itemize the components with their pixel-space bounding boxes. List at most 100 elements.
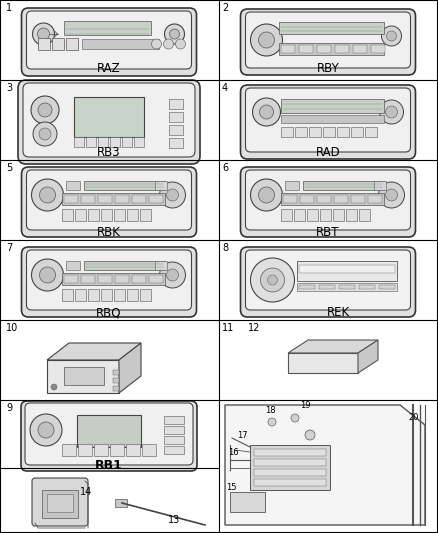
Bar (374, 181, 385, 190)
Bar (332, 209, 343, 221)
Bar (254, 469, 326, 476)
Bar (86, 137, 96, 147)
Bar (47, 494, 73, 512)
Ellipse shape (251, 179, 283, 211)
Bar (254, 479, 326, 486)
Ellipse shape (30, 414, 62, 446)
Bar (38, 38, 49, 50)
Bar (280, 45, 294, 53)
Bar (61, 289, 73, 301)
Bar (285, 181, 299, 190)
Ellipse shape (170, 29, 180, 39)
FancyBboxPatch shape (27, 250, 191, 310)
Bar (61, 193, 165, 205)
Bar (280, 127, 293, 137)
FancyBboxPatch shape (21, 167, 197, 237)
Bar (52, 38, 64, 50)
Ellipse shape (39, 128, 51, 140)
Bar (127, 209, 138, 221)
Ellipse shape (381, 26, 402, 46)
Bar (74, 137, 84, 147)
Ellipse shape (258, 187, 275, 203)
FancyBboxPatch shape (246, 12, 410, 68)
Bar (113, 209, 124, 221)
Text: 3: 3 (6, 83, 12, 93)
Bar (148, 275, 162, 283)
Bar (139, 209, 151, 221)
Bar (364, 127, 377, 137)
Text: 6: 6 (222, 163, 228, 173)
FancyBboxPatch shape (21, 401, 197, 471)
Text: RB1: RB1 (95, 459, 123, 472)
Ellipse shape (51, 384, 57, 390)
Bar (293, 209, 304, 221)
Bar (131, 275, 145, 283)
Bar (139, 289, 151, 301)
Bar (94, 444, 108, 456)
Text: 10: 10 (6, 323, 18, 333)
Ellipse shape (378, 182, 405, 208)
Ellipse shape (259, 105, 273, 119)
Bar (74, 289, 85, 301)
Bar (113, 386, 119, 391)
Bar (367, 195, 381, 203)
Bar (335, 45, 349, 53)
Bar (122, 137, 132, 147)
Bar (169, 125, 183, 135)
Ellipse shape (385, 106, 398, 118)
Bar (98, 275, 112, 283)
Bar (319, 209, 331, 221)
Ellipse shape (379, 100, 403, 124)
Polygon shape (358, 340, 378, 373)
Bar (78, 444, 92, 456)
Bar (142, 444, 156, 456)
Bar (254, 459, 326, 466)
FancyBboxPatch shape (240, 9, 416, 75)
Bar (64, 367, 104, 385)
Polygon shape (47, 360, 119, 393)
FancyBboxPatch shape (23, 83, 195, 157)
Bar (280, 209, 292, 221)
Ellipse shape (385, 189, 398, 201)
Text: RBK: RBK (97, 226, 121, 239)
Bar (279, 43, 384, 55)
Polygon shape (288, 340, 378, 353)
Bar (66, 181, 80, 190)
Bar (300, 195, 314, 203)
Text: 11: 11 (222, 323, 234, 333)
Bar (134, 137, 144, 147)
Text: 13: 13 (168, 515, 180, 525)
Bar (126, 444, 140, 456)
Bar (66, 38, 78, 50)
Bar (346, 209, 357, 221)
FancyBboxPatch shape (18, 80, 200, 164)
Ellipse shape (268, 275, 278, 285)
Text: 18: 18 (265, 406, 276, 415)
Bar (84, 181, 165, 190)
Ellipse shape (386, 31, 396, 41)
Bar (81, 39, 159, 49)
Bar (299, 265, 395, 273)
Text: 5: 5 (6, 163, 12, 173)
FancyBboxPatch shape (27, 11, 191, 69)
Bar (155, 181, 166, 190)
Bar (98, 195, 112, 203)
Bar (169, 112, 183, 122)
Ellipse shape (166, 269, 179, 281)
Bar (299, 45, 312, 53)
Text: RAD: RAD (316, 146, 340, 159)
Ellipse shape (32, 179, 64, 211)
Polygon shape (119, 343, 141, 393)
Bar (148, 195, 162, 203)
Ellipse shape (32, 259, 64, 291)
Text: REK: REK (326, 306, 350, 319)
Bar (164, 416, 184, 424)
Ellipse shape (152, 39, 162, 49)
Ellipse shape (166, 189, 179, 201)
Bar (113, 370, 119, 375)
FancyBboxPatch shape (21, 8, 197, 76)
Bar (317, 45, 331, 53)
Bar (64, 21, 151, 35)
Text: 16: 16 (228, 448, 239, 457)
FancyBboxPatch shape (246, 88, 410, 152)
